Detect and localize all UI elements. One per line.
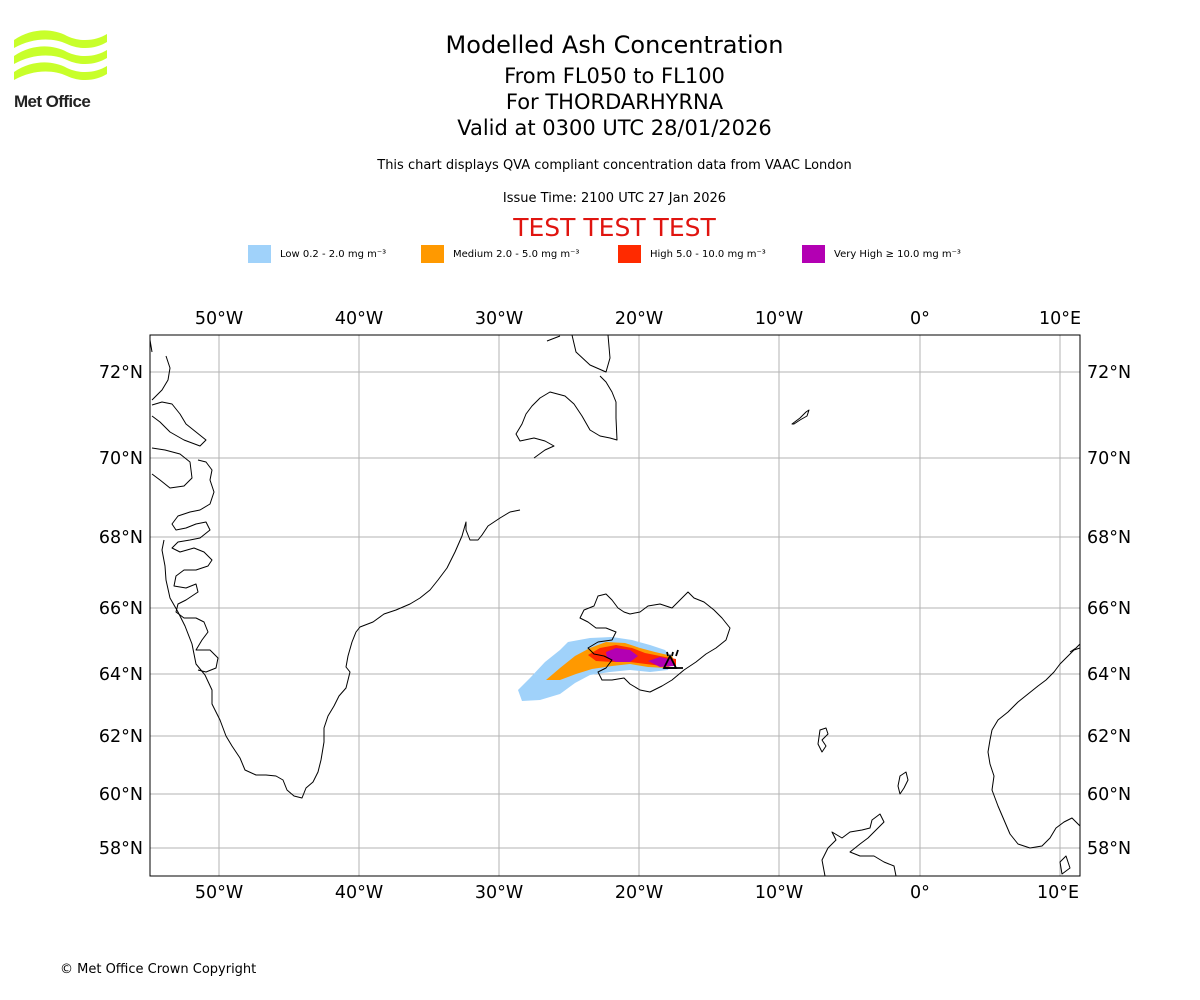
coastline-sweden [1069, 643, 1080, 653]
coastline-iceland [579, 591, 731, 693]
lat-label: 58°N [1087, 839, 1131, 859]
lat-label: 70°N [99, 449, 143, 469]
legend-item-medium: Medium 2.0 - 5.0 mg m⁻³ [421, 244, 579, 264]
flight-levels: From FL050 to FL100 [504, 64, 725, 88]
lat-label: 68°N [99, 528, 143, 548]
legend-item-low: Low 0.2 - 2.0 mg m⁻³ [248, 244, 386, 264]
chart-title: Modelled Ash Concentration [445, 31, 784, 59]
chart-description: This chart displays QVA compliant concen… [377, 158, 852, 173]
lat-label: 68°N [1087, 528, 1131, 548]
map-frame [149, 334, 1081, 877]
legend-label-high: High 5.0 - 10.0 mg m⁻³ [650, 248, 766, 260]
coastline-greenland-east [161, 335, 618, 799]
volcano-triangle-icon [662, 649, 683, 669]
lat-label: 60°N [1087, 785, 1131, 805]
coastline-greenland-west [150, 339, 219, 673]
lat-label: 70°N [1087, 449, 1131, 469]
lat-label: 72°N [99, 363, 143, 383]
lon-label: 10°E [1039, 309, 1081, 329]
legend-swatch-very-high [802, 245, 825, 263]
legend-item-very-high: Very High ≥ 10.0 mg m⁻³ [802, 244, 961, 264]
lon-label: 10°E [1037, 883, 1079, 903]
copyright-notice: © Met Office Crown Copyright [60, 962, 257, 977]
test-banner: TEST TEST TEST [513, 213, 716, 242]
legend-swatch-high [618, 245, 641, 263]
lon-label: 0° [910, 309, 930, 329]
coastline-scotland [821, 813, 897, 876]
legend-swatch-low [248, 245, 271, 263]
legend-swatch-medium [421, 245, 444, 263]
lon-labels-top: 50°W 40°W 30°W 20°W 10°W 0° 10°E [195, 309, 1081, 329]
coastlines [150, 335, 1080, 876]
lon-label: 20°W [615, 883, 663, 903]
lon-label: 10°W [755, 883, 803, 903]
legend-label-very-high: Very High ≥ 10.0 mg m⁻³ [834, 248, 961, 260]
lat-label: 66°N [1087, 599, 1131, 619]
volcano-name: For THORDARHYRNA [505, 90, 724, 114]
lat-label: 58°N [99, 839, 143, 859]
map-area [150, 335, 1080, 876]
lat-label: 62°N [1087, 727, 1131, 747]
lat-label: 66°N [99, 599, 143, 619]
lon-label: 40°W [335, 309, 383, 329]
lat-labels-right: 72°N 70°N 68°N 66°N 64°N 62°N 60°N 58°N [1087, 363, 1131, 859]
lon-labels-bottom: 50°W 40°W 30°W 20°W 10°W 0° 10°E [195, 883, 1079, 903]
ash-very-high-concentration [606, 648, 638, 662]
lat-label: 64°N [99, 665, 143, 685]
coastline-jan-mayen [791, 409, 810, 425]
coastline-faroes [817, 727, 829, 753]
lat-labels-left: 72°N 70°N 68°N 66°N 64°N 62°N 60°N 58°N [99, 363, 143, 859]
legend-item-high: High 5.0 - 10.0 mg m⁻³ [618, 244, 766, 264]
lat-label: 64°N [1087, 665, 1131, 685]
lon-label: 20°W [615, 309, 663, 329]
lat-label: 60°N [99, 785, 143, 805]
lat-label: 72°N [1087, 363, 1131, 383]
coastline-norway [987, 647, 1080, 875]
lon-label: 0° [910, 883, 930, 903]
lon-label: 40°W [335, 883, 383, 903]
lon-label: 10°W [755, 309, 803, 329]
lon-label: 30°W [475, 883, 523, 903]
legend-label-low: Low 0.2 - 2.0 mg m⁻³ [280, 248, 387, 260]
legend: Low 0.2 - 2.0 mg m⁻³ Medium 2.0 - 5.0 mg… [0, 244, 1200, 264]
logo-text: Met Office [14, 92, 91, 111]
lon-label: 50°W [195, 309, 243, 329]
coastline-shetland [897, 771, 909, 795]
issue-time: Issue Time: 2100 UTC 27 Jan 2026 [502, 191, 727, 206]
met-office-logo [14, 30, 107, 81]
gridlines [150, 335, 1080, 876]
legend-label-medium: Medium 2.0 - 5.0 mg m⁻³ [453, 248, 580, 260]
lon-label: 50°W [195, 883, 243, 903]
valid-time: Valid at 0300 UTC 28/01/2026 [457, 116, 772, 140]
lon-label: 30°W [475, 309, 523, 329]
lat-label: 62°N [99, 727, 143, 747]
